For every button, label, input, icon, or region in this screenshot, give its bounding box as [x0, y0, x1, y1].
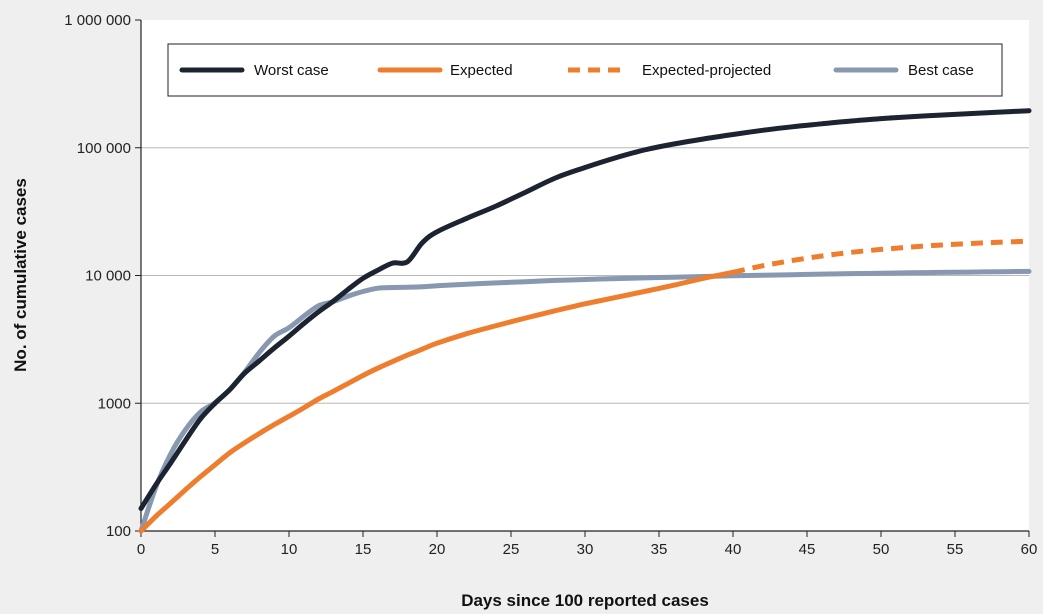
x-tick-label: 45: [799, 541, 816, 558]
x-tick-label: 20: [429, 541, 446, 558]
x-axis-title: Days since 100 reported cases: [461, 591, 709, 610]
x-tick-label: 40: [725, 541, 742, 558]
x-tick-label: 10: [281, 541, 298, 558]
y-tick-label: 1000: [98, 395, 131, 412]
legend-label-expected: Expected: [450, 62, 513, 79]
y-tick-label: 100 000: [77, 140, 131, 157]
x-tick-label: 15: [355, 541, 372, 558]
legend-label-best-case: Best case: [908, 62, 974, 79]
x-tick-label: 25: [503, 541, 520, 558]
legend-label-worst-case: Worst case: [254, 62, 329, 79]
x-tick-label: 0: [137, 541, 145, 558]
y-tick-label: 10 000: [85, 268, 131, 285]
x-tick-label: 30: [577, 541, 594, 558]
x-tick-label: 35: [651, 541, 668, 558]
y-tick-label: 1 000 000: [64, 12, 131, 29]
x-tick-label: 50: [873, 541, 890, 558]
legend-label-expected-projected: Expected-projected: [642, 62, 771, 79]
y-tick-label: 100: [106, 523, 131, 540]
x-tick-label: 5: [211, 541, 219, 558]
series-line-worst-case: [138, 108, 1032, 511]
series-line-expected-projected: [732, 238, 1030, 275]
legend: Worst case Expected Expected-projected B…: [167, 43, 1003, 97]
series-lines: [138, 108, 1032, 534]
x-tick-label: 55: [947, 541, 964, 558]
series-line-expected: [138, 269, 736, 534]
x-tick-label: 60: [1021, 541, 1038, 558]
y-axis-title: No. of cumulative cases: [11, 178, 30, 372]
axis-ticks: 100 1000 10 000 100 000 1 000 000 0 5 10 15 20 25 3…: [64, 12, 1037, 558]
